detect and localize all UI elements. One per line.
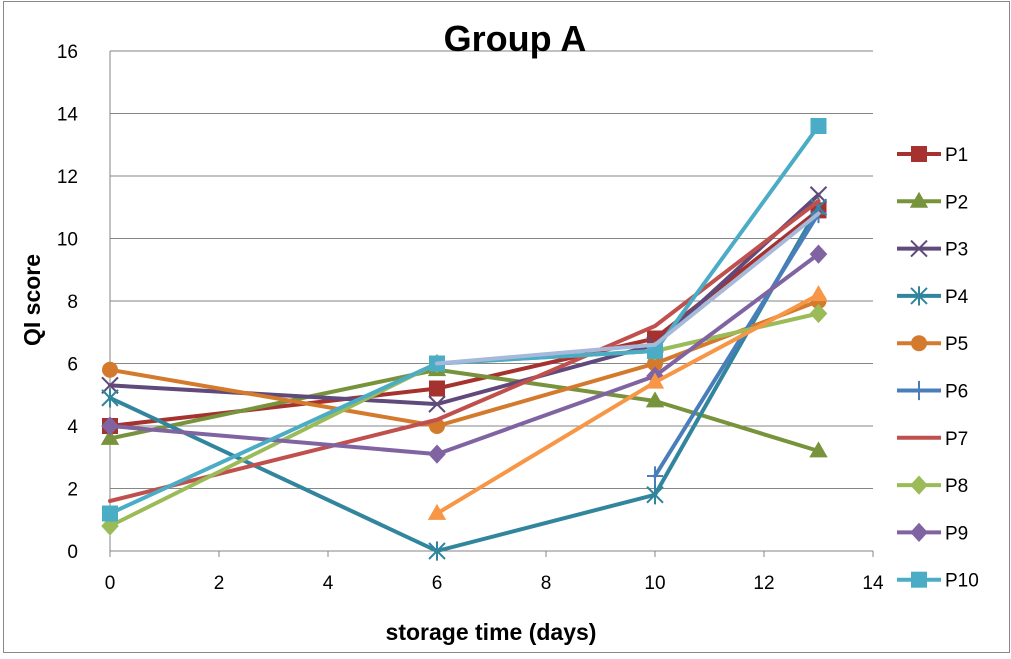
y-tick-label: 6 (67, 355, 78, 376)
legend-item-p8: P8 (897, 475, 968, 497)
legend-label: P6 (945, 382, 968, 403)
legend-item-p9: P9 (897, 522, 968, 544)
y-tick-label: 10 (57, 230, 78, 251)
point-marker (809, 441, 828, 458)
legend-label: P9 (945, 523, 968, 544)
point-marker (647, 355, 663, 372)
x-tick-label: 2 (214, 573, 225, 594)
series-p7 (108, 199, 821, 503)
axes: 0 2 4 6 8 10 12 14 16 0 2 4 6 8 10 12 14 (57, 42, 884, 594)
x-tick-label: 6 (432, 573, 443, 594)
y-tick-label: 14 (57, 105, 79, 126)
y-tick-label: 2 (67, 480, 78, 501)
legend-label: P1 (945, 145, 968, 166)
chart-frame (3, 1, 1010, 653)
point-marker (809, 303, 828, 324)
series (100, 118, 828, 561)
y-tick-label: 8 (67, 292, 78, 313)
legend-label: P10 (945, 571, 979, 592)
legend: P1 P2 P3 P4 P5 P6 P7 P8 P9 P10 (897, 145, 979, 592)
series-line (108, 205, 821, 553)
x-tick-label: 12 (753, 573, 774, 594)
point-marker (101, 388, 119, 408)
point-marker (911, 571, 927, 588)
point-marker (911, 380, 927, 401)
point-marker (102, 361, 118, 378)
y-tick-label: 4 (67, 417, 78, 438)
y-tick-label: 12 (57, 167, 78, 188)
point-marker (810, 118, 827, 134)
legend-item-p3: P3 (897, 240, 968, 261)
y-tick-label: 0 (67, 542, 78, 563)
grid (110, 50, 873, 489)
y-axis-title: QI score (19, 254, 45, 346)
legend-label: P3 (945, 240, 968, 261)
series-unlabeled-10 (435, 211, 821, 366)
point-marker (910, 239, 928, 258)
point-marker (909, 191, 929, 208)
point-marker (809, 186, 828, 204)
legend-label: P2 (945, 192, 968, 213)
point-marker (428, 541, 446, 561)
point-marker (429, 380, 445, 397)
point-marker (910, 286, 928, 306)
point-marker (910, 522, 928, 542)
point-marker (646, 485, 664, 505)
series-p6 (647, 203, 827, 486)
chart-title: Group A (444, 18, 587, 59)
legend-item-p10: P10 (897, 571, 979, 592)
point-marker (428, 395, 446, 413)
legend-label: P7 (945, 429, 968, 450)
x-tick-label: 14 (862, 573, 884, 594)
point-marker (910, 475, 928, 495)
point-marker (911, 146, 927, 162)
point-marker (428, 444, 446, 464)
legend-label: P8 (945, 476, 968, 497)
series-p4 (101, 197, 828, 561)
legend-label: P4 (945, 287, 969, 308)
legend-item-p6: P6 (897, 380, 968, 403)
x-tick-label: 4 (323, 573, 334, 594)
point-marker (101, 416, 119, 436)
point-marker (645, 391, 665, 408)
legend-item-p7: P7 (897, 429, 968, 450)
x-axis-title: storage time (days) (386, 619, 597, 645)
x-tick-label: 10 (644, 573, 665, 594)
point-marker (427, 503, 447, 520)
series-line (653, 211, 821, 478)
point-marker (100, 428, 120, 445)
point-marker (911, 335, 927, 352)
x-tick-label: 0 (105, 573, 116, 594)
point-marker (809, 285, 828, 302)
y-tick-label: 16 (57, 42, 78, 63)
point-marker (809, 244, 828, 264)
legend-item-p2: P2 (897, 191, 968, 213)
series-line (108, 367, 821, 453)
legend-item-p1: P1 (897, 145, 968, 166)
legend-label: P5 (945, 334, 968, 355)
series-unlabeled-11 (427, 285, 828, 520)
legend-item-p5: P5 (897, 334, 968, 355)
series-line (108, 208, 821, 428)
point-marker (101, 376, 119, 395)
point-marker (102, 505, 118, 522)
legend-item-p4: P4 (897, 286, 969, 308)
point-marker (645, 372, 665, 389)
x-tick-label: 8 (541, 573, 552, 594)
point-marker (647, 466, 663, 486)
series-line (108, 199, 821, 503)
series-line (108, 124, 821, 516)
series-line (435, 211, 821, 366)
